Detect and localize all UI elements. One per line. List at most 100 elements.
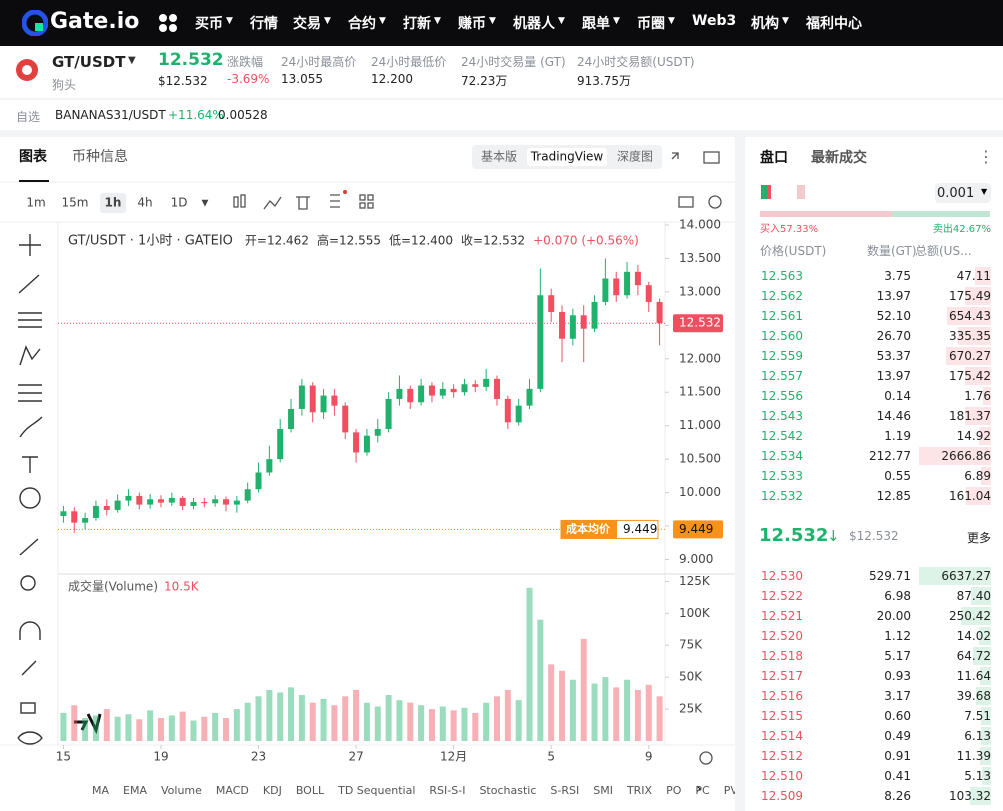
total: 11.39 — [956, 749, 991, 763]
precision[interactable]: 0.001 — [937, 186, 975, 201]
price[interactable]: 12.516 — [761, 689, 803, 703]
interval[interactable]: 1m — [26, 196, 45, 210]
nav-caret[interactable]: ▼ — [782, 16, 789, 26]
price[interactable]: 12.532 — [761, 489, 803, 503]
nav-caret[interactable]: ▼ — [489, 16, 496, 26]
nav-item[interactable]: 跟单 — [582, 16, 610, 32]
price[interactable]: 12.561 — [761, 309, 803, 323]
more-link[interactable]: 更多 — [966, 531, 991, 545]
price[interactable]: 12.534 — [761, 449, 803, 463]
indicator[interactable]: Volume — [161, 784, 202, 797]
more-menu[interactable]: ⋮ — [978, 147, 994, 166]
nav-item[interactable]: 福利中心 — [806, 16, 862, 32]
indicator[interactable]: PC — [695, 784, 710, 797]
price[interactable]: 12.518 — [761, 649, 803, 663]
interval[interactable]: 15m — [62, 196, 89, 210]
candle-body — [157, 499, 164, 503]
view-mode[interactable]: 基本版 — [481, 150, 517, 164]
price[interactable]: 12.559 — [761, 349, 803, 363]
indicator[interactable]: TD Sequential — [337, 784, 415, 797]
layout-icons[interactable] — [761, 185, 841, 201]
indicator[interactable]: Stochastic — [479, 784, 536, 797]
view-mode[interactable]: 深度图 — [617, 149, 653, 164]
nav-caret[interactable]: ▼ — [613, 16, 620, 26]
indicator[interactable]: KDJ — [263, 784, 282, 797]
indicator[interactable]: RSI-S-I — [429, 784, 465, 797]
price[interactable]: 12.514 — [761, 729, 803, 743]
nav-caret[interactable]: ▼ — [226, 16, 233, 26]
nav-item[interactable]: 打新 — [403, 16, 431, 32]
indicator[interactable]: S-RSI — [550, 784, 579, 797]
watch-pair[interactable]: BANANAS31/USDT — [55, 108, 166, 122]
chart-tools[interactable] — [233, 151, 722, 765]
nav-item[interactable]: 行情 — [250, 16, 278, 32]
price[interactable]: 12.510 — [761, 769, 803, 783]
indicator[interactable]: BOLL — [296, 784, 325, 797]
interval[interactable]: 4h — [137, 196, 152, 210]
price[interactable]: 12.530 — [761, 569, 803, 583]
indicator[interactable]: SMI — [593, 784, 613, 797]
interval[interactable]: 1D — [171, 196, 188, 210]
pair[interactable]: GT/USDT — [52, 53, 126, 71]
precision-caret[interactable]: ▼ — [981, 187, 988, 196]
nav-item[interactable]: 赚币 — [458, 16, 486, 32]
interval-caret[interactable]: ▼ — [202, 199, 209, 209]
logo[interactable]: Gate.io — [50, 9, 140, 34]
indicator[interactable]: PVT — [724, 784, 735, 797]
view-mode[interactable]: TradingView — [530, 150, 604, 164]
price[interactable]: 12.533 — [761, 469, 803, 483]
chart-tab[interactable]: 图表 — [19, 148, 48, 165]
indicator[interactable]: PO — [666, 784, 682, 797]
price[interactable]: 12.556 — [761, 389, 803, 403]
nav-item[interactable]: 机器人 — [513, 16, 555, 32]
interval[interactable]: 1h — [105, 196, 122, 210]
watch-price: 0.00528 — [218, 108, 268, 122]
price[interactable]: 12.562 — [761, 289, 803, 303]
nav-caret[interactable]: ▼ — [379, 16, 386, 26]
price[interactable]: 12.557 — [761, 369, 803, 383]
price[interactable]: 12.563 — [761, 269, 803, 283]
apps-icon[interactable] — [158, 13, 178, 33]
price[interactable]: 12.509 — [761, 789, 803, 803]
price[interactable]: 12.512 — [761, 749, 803, 763]
stat-label: 24小时交易额(USDT) — [577, 55, 695, 69]
nav-item[interactable]: 交易 — [293, 16, 321, 32]
nav-caret[interactable]: ▼ — [434, 16, 441, 26]
watch-label[interactable]: 自选 — [16, 110, 41, 124]
drawing-tools[interactable] — [17, 234, 43, 745]
nav-caret[interactable]: ▼ — [668, 16, 675, 26]
nav-item[interactable]: 机构 — [751, 16, 779, 32]
volume-bar — [591, 683, 598, 741]
chart-tab[interactable]: 币种信息 — [72, 148, 128, 165]
indicator[interactable]: MA — [92, 784, 109, 797]
candle-body — [537, 295, 544, 389]
price[interactable]: 12.543 — [761, 409, 803, 423]
nav-item[interactable]: 币圈 — [637, 16, 665, 32]
scroll-arrow[interactable]: › — [696, 781, 702, 797]
price[interactable]: 12.560 — [761, 329, 803, 343]
price[interactable]: 12.522 — [761, 589, 803, 603]
nav-item[interactable]: 买币 — [195, 16, 223, 32]
price[interactable]: 12.520 — [761, 629, 803, 643]
nav-item[interactable]: 合约 — [348, 16, 376, 32]
price[interactable]: 12.515 — [761, 709, 803, 723]
nav-item[interactable]: Web3 — [692, 13, 737, 29]
price[interactable]: 12.521 — [761, 609, 803, 623]
volume-title: 成交量(Volume) — [68, 579, 158, 594]
pair-menu[interactable]: ▼ — [128, 55, 136, 66]
nav-caret[interactable]: ▼ — [324, 16, 331, 26]
candle-body — [439, 388, 446, 396]
indicator[interactable]: EMA — [123, 784, 147, 797]
nav-caret[interactable]: ▼ — [558, 16, 565, 26]
total: 64.72 — [956, 649, 991, 663]
stat-value: 72.23万 — [461, 74, 508, 88]
orderbook-tab[interactable]: 最新成交 — [811, 150, 867, 166]
indicator[interactable]: MACD — [216, 784, 249, 797]
indicator[interactable]: TRIX — [626, 784, 653, 797]
price[interactable]: 12.517 — [761, 669, 803, 683]
volume-tick-label: 75K — [679, 638, 703, 652]
price[interactable]: 12.542 — [761, 429, 803, 443]
orderbook-tab[interactable]: 盘口 — [760, 150, 788, 166]
stat-label: 24小时最高价 — [281, 55, 357, 69]
precision-box[interactable] — [935, 183, 991, 203]
